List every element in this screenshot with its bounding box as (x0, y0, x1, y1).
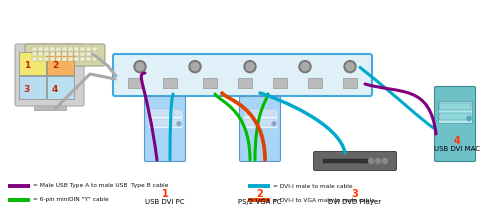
Bar (56, 52, 61, 56)
Bar (92, 57, 97, 61)
Bar (47, 76, 74, 99)
Bar (68, 47, 73, 51)
Bar (44, 47, 49, 51)
Bar (38, 52, 43, 56)
Bar (32, 47, 37, 51)
FancyBboxPatch shape (435, 86, 475, 162)
Bar (273, 78, 287, 88)
Bar (439, 113, 471, 120)
Circle shape (246, 63, 254, 71)
Text: 2: 2 (257, 189, 263, 199)
Bar (323, 159, 371, 163)
FancyBboxPatch shape (240, 97, 281, 162)
Bar (44, 52, 49, 56)
Circle shape (344, 61, 356, 73)
Bar (46, 101, 54, 107)
Bar (86, 57, 91, 61)
Bar (163, 78, 177, 88)
Bar (149, 109, 181, 116)
Bar (56, 47, 61, 51)
Bar (86, 52, 91, 56)
Bar (438, 101, 472, 123)
Text: 4: 4 (52, 85, 58, 94)
Bar (92, 52, 97, 56)
Text: USB DVI PC: USB DVI PC (145, 199, 185, 205)
FancyBboxPatch shape (25, 44, 105, 66)
Circle shape (382, 159, 388, 163)
Bar (148, 109, 182, 128)
Bar (243, 109, 277, 128)
Circle shape (299, 61, 311, 73)
Bar (86, 47, 91, 51)
Bar (62, 52, 67, 56)
Bar (19, 52, 46, 75)
Text: USB DVI MAC: USB DVI MAC (434, 146, 480, 152)
Circle shape (368, 159, 374, 163)
Circle shape (346, 63, 354, 71)
Bar (244, 119, 276, 126)
Bar (50, 47, 55, 51)
Bar (34, 105, 66, 110)
Bar (128, 78, 142, 88)
Text: 1: 1 (162, 189, 168, 199)
Bar (32, 52, 37, 56)
Text: 3: 3 (24, 85, 30, 94)
Text: = 6-pin miniDIN "Y" cable: = 6-pin miniDIN "Y" cable (33, 198, 109, 202)
Text: = DVI-I male to male cable: = DVI-I male to male cable (273, 183, 353, 189)
Text: = Male USB Type A to male USB  Type B cable: = Male USB Type A to male USB Type B cab… (33, 183, 168, 189)
Bar (68, 52, 73, 56)
Circle shape (189, 61, 201, 73)
Bar (149, 119, 181, 126)
Bar (38, 57, 43, 61)
FancyBboxPatch shape (113, 54, 372, 96)
Bar (74, 52, 79, 56)
Text: = DVI-I to VGA male to male cable: = DVI-I to VGA male to male cable (273, 198, 375, 202)
Bar (238, 78, 252, 88)
Bar (62, 57, 67, 61)
Text: 3: 3 (351, 189, 358, 199)
Bar (80, 57, 85, 61)
Bar (244, 109, 276, 116)
Circle shape (136, 63, 144, 71)
Bar (74, 47, 79, 51)
Bar (80, 52, 85, 56)
Circle shape (244, 61, 256, 73)
Bar (62, 47, 67, 51)
Bar (19, 76, 46, 99)
Text: DVI DVD Player: DVI DVD Player (329, 199, 381, 205)
Bar (203, 78, 217, 88)
Bar (38, 47, 43, 51)
Bar (56, 57, 61, 61)
Bar (44, 57, 49, 61)
Circle shape (272, 122, 276, 126)
Bar (47, 52, 74, 75)
Bar (80, 47, 85, 51)
Bar (50, 57, 55, 61)
Circle shape (301, 63, 309, 71)
Text: 4: 4 (454, 136, 460, 146)
Bar (439, 103, 471, 110)
Bar (74, 57, 79, 61)
Bar (32, 57, 37, 61)
FancyBboxPatch shape (145, 97, 185, 162)
Bar (92, 47, 97, 51)
FancyBboxPatch shape (314, 152, 396, 171)
Bar (68, 57, 73, 61)
Bar (50, 52, 55, 56)
Text: 2: 2 (52, 61, 58, 70)
Circle shape (191, 63, 199, 71)
Circle shape (467, 117, 471, 120)
Circle shape (134, 61, 146, 73)
Bar (308, 78, 322, 88)
Circle shape (376, 159, 380, 163)
Circle shape (177, 122, 181, 126)
FancyBboxPatch shape (15, 44, 84, 106)
Text: PS/2 VGA PC: PS/2 VGA PC (238, 199, 282, 205)
Text: 1: 1 (24, 61, 30, 70)
Bar (343, 78, 357, 88)
